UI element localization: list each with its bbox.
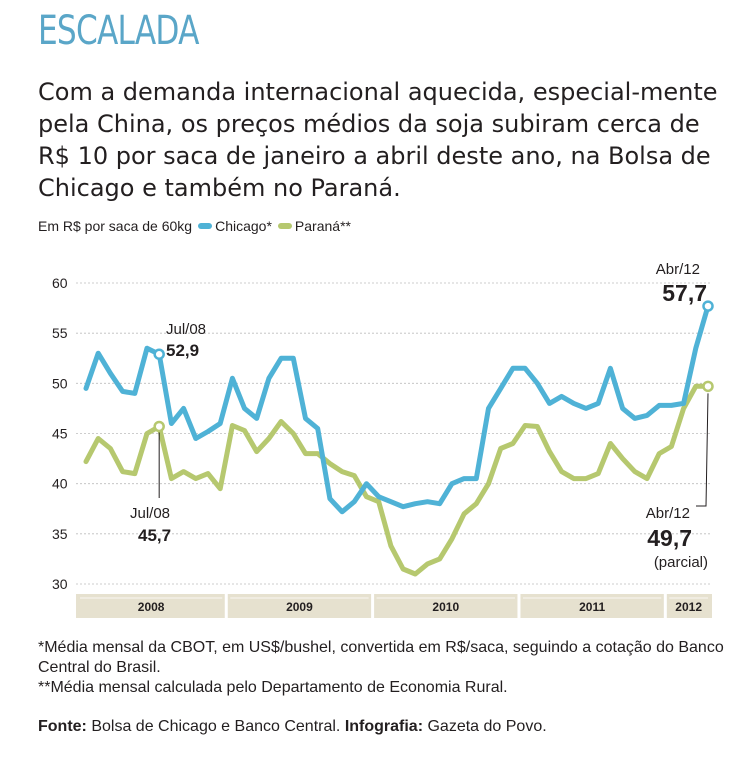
annotation-value: 57,7 (662, 280, 707, 306)
year-label: 2012 (675, 600, 702, 614)
year-label: 2010 (432, 600, 459, 614)
parana-swatch (277, 223, 292, 229)
chicago-abr12-point (702, 300, 714, 312)
annotation-note: (parcial) (654, 554, 708, 571)
y-tick-label: 45 (52, 426, 68, 442)
y-tick-label: 55 (52, 325, 68, 341)
legend-chicago: Chicago* (215, 218, 272, 234)
annotation-value: 45,7 (138, 526, 171, 545)
annotation-value: 52,9 (166, 341, 199, 360)
intro-text: Com a demanda internacional aquecida, es… (38, 78, 718, 202)
annotation-label: Abr/12 (646, 505, 690, 522)
source-text: Bolsa de Chicago e Banco Central. (86, 718, 345, 735)
annotation-label: Abr/12 (656, 261, 700, 278)
parana-abr12-point (702, 380, 714, 393)
chicago-jul08-point (153, 348, 165, 360)
annotation-leader (696, 393, 709, 507)
source-label: Fonte: (38, 718, 87, 735)
footnote-chicago: *Média mensal da CBOT, em US$/bushel, co… (38, 639, 724, 676)
footnotes: *Média mensal da CBOT, em US$/bushel, co… (38, 638, 728, 698)
annotation-value: 49,7 (647, 525, 692, 551)
credit-label: Infografia: (344, 718, 424, 735)
parana-jul08-point (153, 420, 165, 433)
chicago-line (83, 303, 711, 515)
footnote-parana: **Média mensal calculada pelo Departamen… (38, 679, 508, 696)
credit-text: Gazeta do Povo. (423, 718, 547, 735)
page-title: ESCALADA (38, 8, 199, 54)
chicago-swatch (198, 223, 213, 229)
year-label: 2011 (579, 600, 605, 614)
source-line: Fonte: Bolsa de Chicago e Banco Central.… (38, 718, 547, 736)
chart-legend: Em R$ por saca de 60kg Chicago* Paraná** (38, 218, 351, 234)
y-tick-label: 35 (52, 526, 68, 542)
annotation-label: Jul/08 (130, 505, 170, 522)
legend-parana: Paraná** (294, 218, 351, 234)
parana-line (83, 383, 711, 577)
y-tick-label: 50 (52, 375, 68, 391)
year-label: 2009 (286, 600, 313, 614)
y-tick-label: 40 (52, 476, 68, 492)
year-label: 2008 (138, 600, 165, 614)
y-tick-label: 60 (52, 275, 68, 291)
y-tick-label: 30 (52, 576, 68, 592)
unit-label: Em R$ por saca de 60kg (38, 218, 193, 234)
annotation-label: Jul/08 (166, 321, 206, 338)
